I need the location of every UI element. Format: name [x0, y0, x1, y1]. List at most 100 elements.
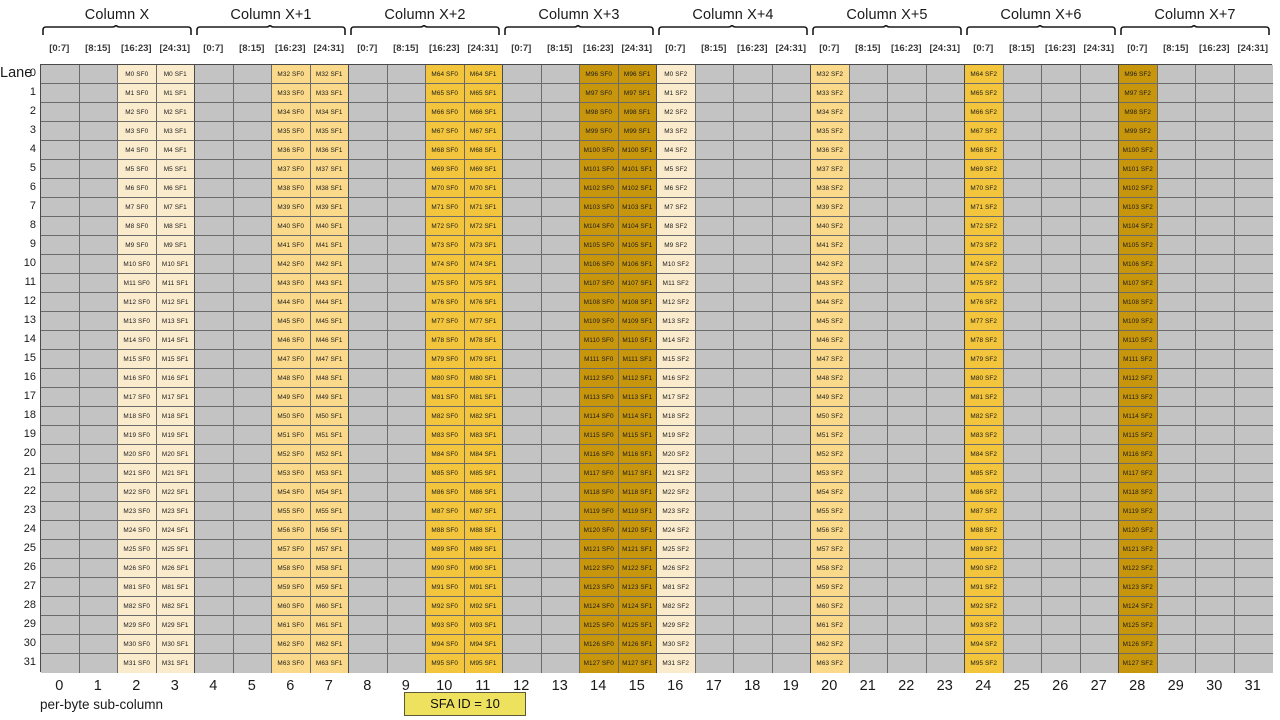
grid-cell-empty [503, 84, 542, 103]
grid-cell-empty [849, 179, 888, 198]
grid-cell-filled: M56 SF0 [272, 521, 311, 540]
grid-cell-filled: M33 SF1 [310, 84, 349, 103]
grid-cell-empty [41, 369, 80, 388]
axis-number-16: 16 [667, 678, 684, 694]
grid-cell-empty [41, 65, 80, 84]
grid-cell-empty [772, 236, 811, 255]
grid-cell-empty [772, 616, 811, 635]
grid-cell-empty [1080, 597, 1119, 616]
grid-cell-empty [387, 407, 426, 426]
grid-cell-filled: M88 SF0 [426, 521, 465, 540]
grid-cell-empty [349, 502, 388, 521]
grid-cell-filled: M98 SF1 [618, 103, 657, 122]
grid-cell-empty [1080, 103, 1119, 122]
grid-cell-empty [503, 616, 542, 635]
grid-cell-filled: M81 SF1 [156, 578, 195, 597]
grid-cell-empty [695, 179, 734, 198]
grid-cell-empty [41, 312, 80, 331]
grid-cell-filled: M126 SF0 [580, 635, 619, 654]
grid-cell-filled: M99 SF2 [1119, 122, 1158, 141]
grid-cell-filled: M73 SF2 [965, 236, 1004, 255]
byte-range-label-11: [24:31] [467, 43, 499, 54]
grid-cell-empty [541, 84, 580, 103]
lane-number-13: 13 [23, 314, 36, 326]
grid-cell-empty [849, 350, 888, 369]
grid-cell-filled: M87 SF2 [965, 502, 1004, 521]
byte-range-label-7: [24:31] [313, 43, 345, 54]
grid-cell-empty [541, 293, 580, 312]
grid-cell-empty [79, 578, 118, 597]
grid-cell-filled: M46 SF1 [310, 331, 349, 350]
grid-cell-filled: M123 SF0 [580, 578, 619, 597]
grid-cell-empty [734, 388, 773, 407]
grid-cell-empty [79, 464, 118, 483]
grid-cell-filled: M89 SF0 [426, 540, 465, 559]
grid-cell-empty [888, 502, 927, 521]
grid-cell-empty [195, 464, 234, 483]
grid-cell-filled: M100 SF1 [618, 141, 657, 160]
grid-cell-empty [349, 407, 388, 426]
grid-cell-filled: M122 SF1 [618, 559, 657, 578]
grid-cell-filled: M95 SF2 [965, 654, 1004, 673]
grid-cell-empty [926, 597, 965, 616]
grid-cell-filled: M109 SF1 [618, 312, 657, 331]
grid-cell-empty [734, 540, 773, 559]
grid-cell-empty [1234, 521, 1273, 540]
grid-cell-filled: M124 SF2 [1119, 597, 1158, 616]
grid-cell-empty [695, 559, 734, 578]
grid-cell-filled: M67 SF1 [464, 122, 503, 141]
grid-cell-empty [79, 103, 118, 122]
grid-cell-filled: M117 SF1 [618, 464, 657, 483]
grid-cell-empty [888, 122, 927, 141]
grid-cell-filled: M114 SF1 [618, 407, 657, 426]
grid-cell-filled: M111 SF0 [580, 350, 619, 369]
grid-cell-empty [926, 65, 965, 84]
grid-cell-empty [541, 407, 580, 426]
grid-cell-empty [695, 350, 734, 369]
grid-cell-empty [1196, 236, 1235, 255]
grid-cell-empty [349, 616, 388, 635]
grid-cell-filled: M121 SF2 [1119, 540, 1158, 559]
grid-cell-filled: M2 SF2 [657, 103, 696, 122]
grid-cell-filled: M88 SF2 [965, 521, 1004, 540]
lane-number-23: 23 [23, 504, 36, 516]
byte-range-label-19: [24:31] [775, 43, 807, 54]
grid-cell-empty [541, 464, 580, 483]
grid-cell-empty [541, 559, 580, 578]
grid-cell-filled: M12 SF0 [118, 293, 157, 312]
grid-cell-empty [1080, 369, 1119, 388]
grid-cell-empty [849, 464, 888, 483]
grid-cell-empty [233, 217, 272, 236]
grid-cell-empty [233, 407, 272, 426]
column-group-title: Column X+3 [538, 7, 620, 23]
grid-cell-empty [541, 217, 580, 236]
grid-cell-filled: M3 SF2 [657, 122, 696, 141]
grid-cell-empty [1080, 255, 1119, 274]
grid-cell-empty [1080, 464, 1119, 483]
grid-cell-filled: M71 SF1 [464, 198, 503, 217]
grid-cell-filled: M1 SF2 [657, 84, 696, 103]
grid-cell-filled: M4 SF1 [156, 141, 195, 160]
grid-cell-filled: M43 SF1 [310, 274, 349, 293]
grid-cell-filled: M15 SF2 [657, 350, 696, 369]
grid-cell-empty [503, 198, 542, 217]
grid-cell-empty [349, 179, 388, 198]
grid-cell-empty [541, 350, 580, 369]
grid-cell-filled: M37 SF1 [310, 160, 349, 179]
grid-cell-empty [41, 426, 80, 445]
grid-cell-empty [233, 559, 272, 578]
grid-cell-empty [1234, 312, 1273, 331]
grid-cell-empty [849, 483, 888, 502]
grid-cell-empty [1196, 331, 1235, 350]
grid-cell-filled: M107 SF0 [580, 274, 619, 293]
grid-cell-empty [233, 483, 272, 502]
grid-cell-empty [503, 559, 542, 578]
grid-cell-filled: M50 SF2 [811, 407, 850, 426]
grid-cell-empty [1196, 559, 1235, 578]
grid-cell-empty [1196, 350, 1235, 369]
grid-cell-empty [79, 274, 118, 293]
grid-cell-empty [1234, 578, 1273, 597]
grid-cell-empty [1196, 179, 1235, 198]
grid-cell-filled: M53 SF0 [272, 464, 311, 483]
grid-cell-filled: M91 SF0 [426, 578, 465, 597]
